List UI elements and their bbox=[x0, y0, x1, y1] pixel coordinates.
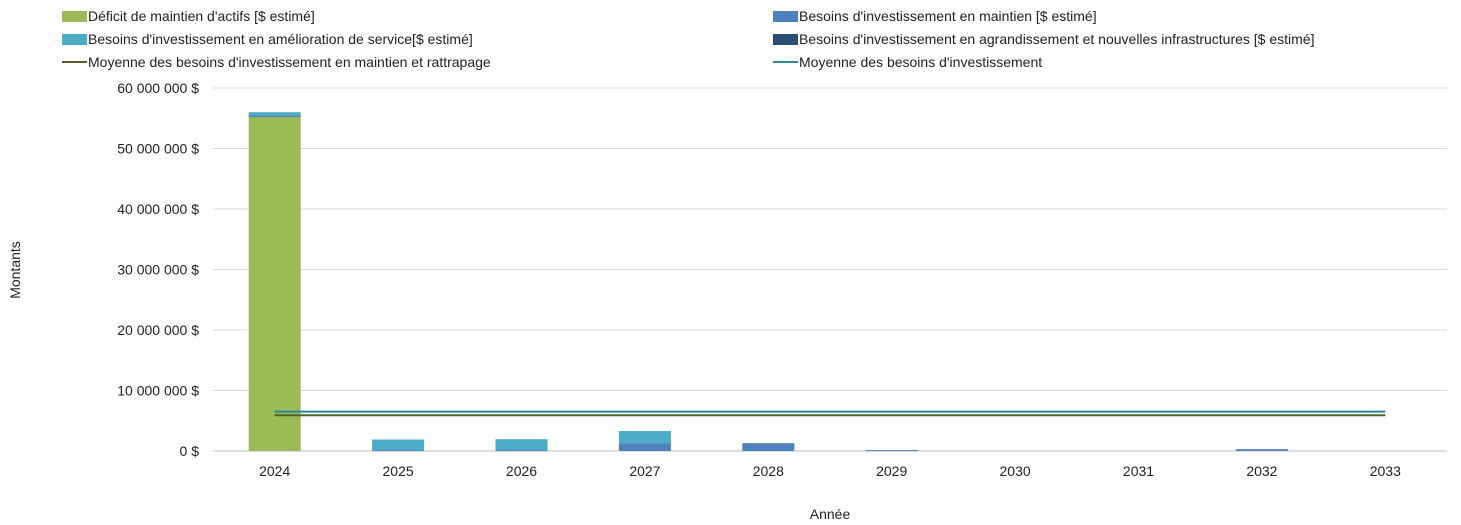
x-tick-label: 2031 bbox=[1123, 463, 1154, 479]
legend-item-avg-total: Moyenne des besoins d'investissement bbox=[773, 52, 1042, 72]
x-tick-label: 2028 bbox=[753, 463, 784, 479]
legend-swatch-maintien bbox=[773, 10, 798, 22]
x-tick-label: 2024 bbox=[259, 463, 290, 479]
y-tick-label: 20 000 000 $ bbox=[117, 322, 199, 338]
bar-series bbox=[248, 112, 1288, 452]
x-axis-ticks: 2024 2025 2026 2027 2028 2029 2030 2031 2032 2033 bbox=[259, 463, 1401, 479]
bar-segment bbox=[248, 112, 301, 116]
bar-segment bbox=[248, 117, 301, 451]
y-tick-label: 0 $ bbox=[180, 443, 200, 459]
x-tick-label: 2032 bbox=[1246, 463, 1277, 479]
legend-label-avg-total: Moyenne des besoins d'investissement bbox=[799, 54, 1043, 70]
legend-item-agrandissement: Besoins d'investissement en agrandisseme… bbox=[773, 29, 1314, 49]
bar-segment bbox=[1235, 449, 1288, 451]
chart-legend: Déficit de maintien d'actifs [$ estimé] … bbox=[0, 0, 1461, 80]
x-tick-label: 2030 bbox=[1000, 463, 1031, 479]
bar-segment bbox=[372, 450, 425, 452]
legend-label-amelioration: Besoins d'investissement en amélioration… bbox=[88, 31, 473, 47]
legend-label-deficit: Déficit de maintien d'actifs [$ estimé] bbox=[88, 8, 315, 24]
y-tick-label: 30 000 000 $ bbox=[117, 262, 199, 278]
bar-segment bbox=[618, 431, 671, 444]
legend-label-maintien: Besoins d'investissement en maintien [$ … bbox=[799, 8, 1097, 24]
x-tick-label: 2029 bbox=[876, 463, 907, 479]
legend-item-amelioration: Besoins d'investissement en amélioration… bbox=[62, 29, 473, 49]
y-tick-label: 50 000 000 $ bbox=[117, 141, 199, 157]
bar-segment bbox=[248, 115, 301, 118]
x-tick-label: 2033 bbox=[1370, 463, 1401, 479]
legend-item-maintien: Besoins d'investissement en maintien [$ … bbox=[773, 6, 1097, 26]
legend-line-avg-maintien bbox=[62, 61, 87, 63]
x-tick-label: 2027 bbox=[629, 463, 660, 479]
legend-swatch-deficit bbox=[62, 10, 87, 22]
x-axis-label: Année bbox=[810, 506, 851, 522]
legend-swatch-agrandissement bbox=[773, 33, 798, 45]
y-axis-ticks: 0 $ 10 000 000 $ 20 000 000 $ 30 000 000 $ 4… bbox=[117, 80, 199, 459]
bar-segment bbox=[865, 450, 918, 452]
y-tick-label: 10 000 000 $ bbox=[117, 383, 199, 399]
legend-item-avg-maintien: Moyenne des besoins d'investissement en … bbox=[62, 52, 491, 72]
legend-line-avg-total bbox=[773, 61, 798, 63]
y-tick-label: 60 000 000 $ bbox=[117, 80, 199, 96]
bar-segment bbox=[495, 450, 548, 452]
gridlines bbox=[213, 87, 1447, 452]
bar-segment bbox=[372, 439, 425, 451]
bar-segment bbox=[742, 443, 795, 451]
y-tick-label: 40 000 000 $ bbox=[117, 201, 199, 217]
bar-segment bbox=[495, 439, 548, 451]
average-lines bbox=[274, 410, 1386, 417]
bar-segment bbox=[618, 443, 671, 451]
y-axis-label: Montants bbox=[7, 241, 23, 299]
x-tick-label: 2025 bbox=[383, 463, 414, 479]
legend-label-agrandissement: Besoins d'investissement en agrandisseme… bbox=[799, 31, 1315, 47]
legend-label-avg-maintien: Moyenne des besoins d'investissement en … bbox=[88, 54, 491, 70]
legend-swatch-amelioration bbox=[62, 33, 87, 45]
x-tick-label: 2026 bbox=[506, 463, 537, 479]
legend-item-deficit: Déficit de maintien d'actifs [$ estimé] bbox=[62, 6, 315, 26]
